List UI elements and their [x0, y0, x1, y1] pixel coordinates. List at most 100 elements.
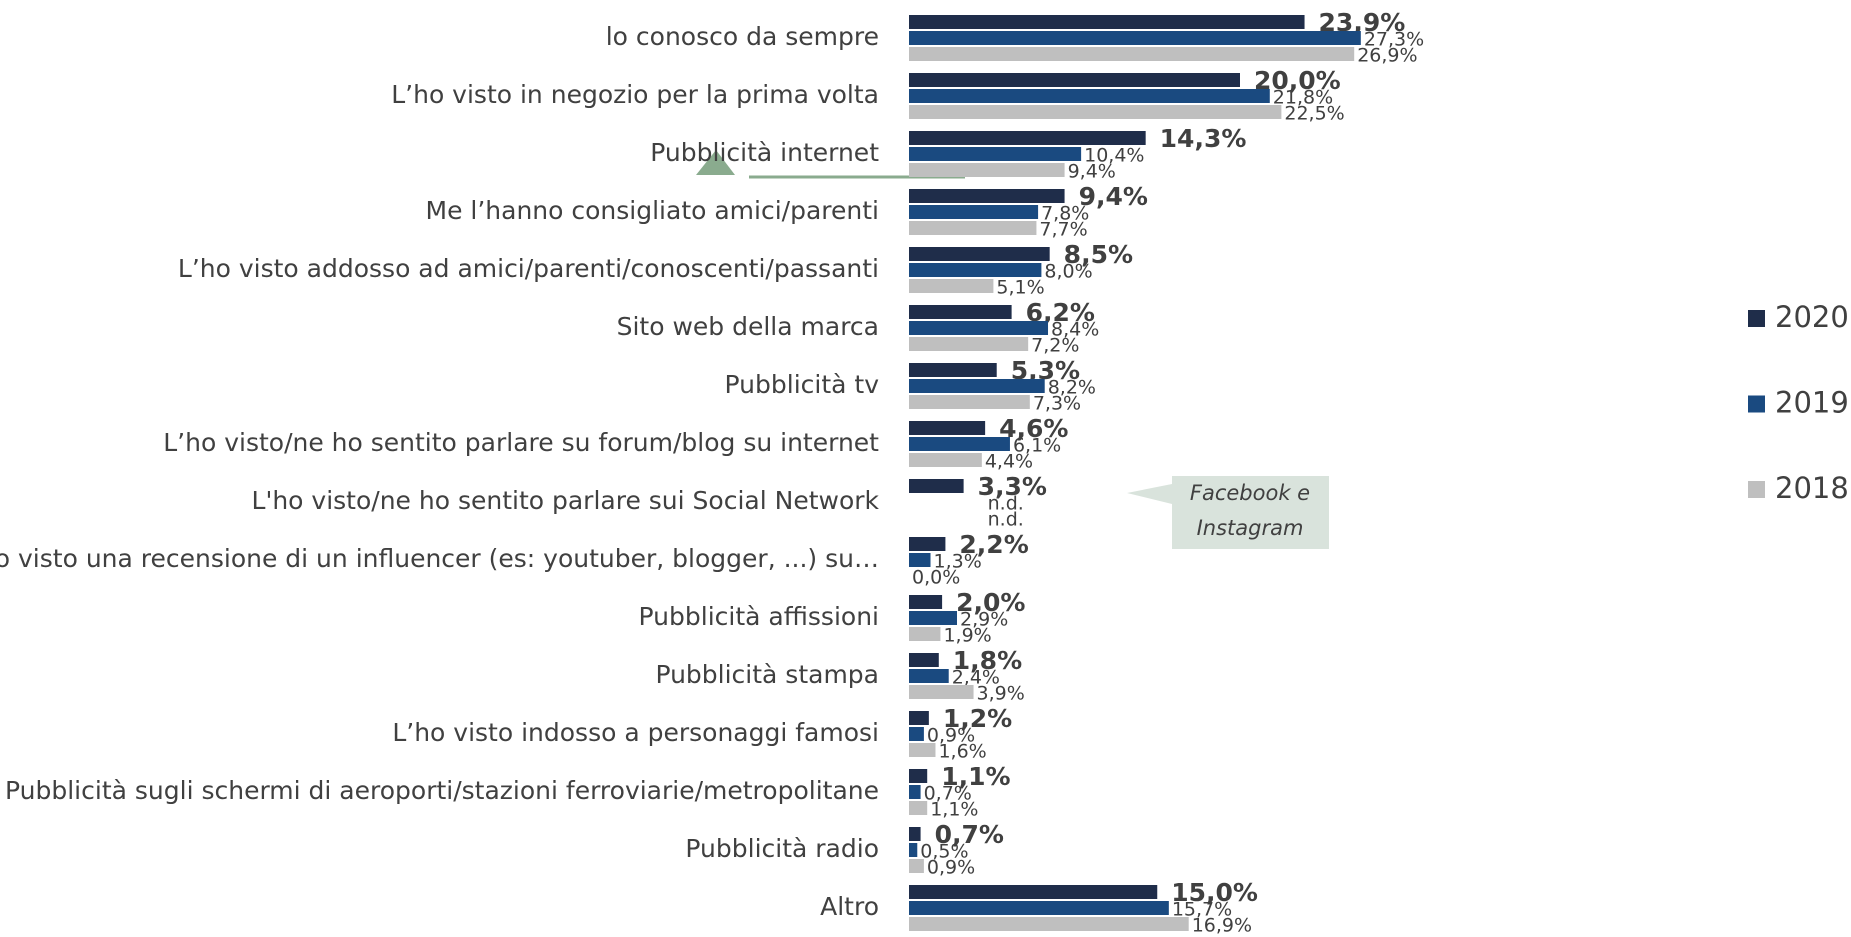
bar — [909, 917, 1189, 931]
value-label: 8,5% — [1064, 240, 1133, 269]
bar — [909, 653, 939, 667]
value-label: n.d. — [988, 493, 1024, 515]
bar — [909, 305, 1012, 319]
category-label: Me l’hanno consigliato amici/parenti — [426, 196, 880, 225]
bar — [909, 395, 1030, 409]
category-label: Altro — [820, 892, 879, 921]
value-label: 2,4% — [952, 667, 1000, 689]
value-label: 27,3% — [1364, 29, 1424, 51]
bar — [909, 537, 946, 551]
category-label: L’ho visto/ne ho sentito parlare su foru… — [163, 428, 879, 457]
category-label: Ho visto una recensione di un influencer… — [0, 544, 879, 573]
bar — [909, 279, 994, 293]
bar — [909, 73, 1240, 87]
bar — [909, 669, 949, 683]
bar — [909, 89, 1270, 103]
value-label: 5,1% — [996, 277, 1044, 299]
bar — [909, 611, 957, 625]
bar — [909, 827, 921, 841]
value-label: 1,1% — [941, 762, 1010, 791]
bar — [909, 205, 1039, 219]
value-label: 8,4% — [1051, 319, 1099, 341]
callout-text: Instagram — [1197, 516, 1304, 540]
value-label: 26,9% — [1357, 45, 1417, 67]
bar — [909, 595, 943, 609]
bar — [909, 711, 929, 725]
value-label: 22,5% — [1284, 103, 1344, 125]
value-label: 1,3% — [934, 551, 982, 573]
value-label: 2,2% — [959, 530, 1028, 559]
bar — [909, 479, 964, 493]
value-label: 1,9% — [943, 625, 991, 647]
value-label: 8,0% — [1044, 261, 1092, 283]
marker-triangle — [696, 150, 735, 175]
value-label: 2,9% — [960, 609, 1008, 631]
category-label: L’ho visto in negozio per la prima volta — [391, 80, 879, 109]
bar — [909, 785, 921, 799]
value-label: 0,7% — [924, 783, 972, 805]
value-label: 9,4% — [1079, 182, 1148, 211]
bar — [909, 31, 1361, 45]
bar — [909, 337, 1029, 351]
bar — [909, 859, 924, 873]
bar — [909, 379, 1045, 393]
value-label: 0,0% — [912, 567, 960, 589]
bar — [909, 263, 1042, 277]
bar — [909, 221, 1037, 235]
value-label: 0,7% — [935, 820, 1004, 849]
value-label: 15,0% — [1171, 878, 1258, 907]
bar — [909, 47, 1355, 61]
legend-swatch — [1748, 395, 1765, 413]
category-label: Sito web della marca — [617, 312, 879, 341]
value-label: 14,3% — [1160, 124, 1247, 153]
callout-pointer — [1127, 484, 1172, 504]
legend-label: 2018 — [1775, 471, 1849, 505]
category-label: Pubblicità sugli schermi di aeroporti/st… — [5, 776, 879, 805]
legend-swatch — [1748, 310, 1765, 327]
value-label: 6,1% — [1013, 435, 1061, 457]
callout-box — [1172, 476, 1329, 549]
value-label: 4,6% — [999, 414, 1068, 443]
category-label: L’ho visto addosso ad amici/parenti/cono… — [178, 254, 879, 283]
bar — [909, 727, 924, 741]
value-label: 4,4% — [985, 451, 1033, 473]
bar — [909, 743, 936, 757]
value-label: n.d. — [988, 509, 1024, 531]
bar — [909, 163, 1065, 177]
category-label: lo conosco da sempre — [606, 22, 879, 51]
value-label: 7,8% — [1041, 203, 1089, 225]
bar — [909, 147, 1082, 161]
value-label: 7,7% — [1039, 219, 1087, 241]
category-label: Pubblicità affissioni — [639, 602, 879, 631]
category-label: L'ho visto/ne ho sentito parlare sui Soc… — [252, 486, 880, 515]
bar — [909, 321, 1049, 335]
legend-label: 2020 — [1775, 300, 1849, 334]
category-label: Pubblicità tv — [725, 370, 880, 399]
bar — [909, 553, 931, 567]
value-label: 3,3% — [978, 472, 1047, 501]
value-label: 3,9% — [977, 683, 1025, 705]
legend-label: 2019 — [1775, 386, 1849, 420]
value-label: 1,8% — [953, 646, 1022, 675]
value-label: 0,9% — [927, 725, 975, 747]
value-label: 21,8% — [1273, 87, 1333, 109]
value-label: 0,9% — [927, 857, 975, 879]
bar — [909, 247, 1050, 261]
value-label: 9,4% — [1068, 161, 1116, 183]
bar — [909, 421, 986, 435]
value-label: 7,3% — [1033, 393, 1081, 415]
bar — [909, 685, 974, 699]
bar — [909, 901, 1169, 915]
value-label: 7,2% — [1031, 335, 1079, 357]
bar — [909, 105, 1282, 119]
bar — [909, 363, 997, 377]
value-label: 10,4% — [1084, 145, 1144, 167]
callout-text: Facebook e — [1190, 481, 1310, 505]
bar — [909, 885, 1158, 899]
bar — [909, 843, 918, 857]
bar — [909, 189, 1065, 203]
bar — [909, 437, 1010, 451]
value-label: 1,1% — [930, 799, 978, 821]
bar — [909, 801, 928, 815]
value-label: 0,5% — [920, 841, 968, 863]
